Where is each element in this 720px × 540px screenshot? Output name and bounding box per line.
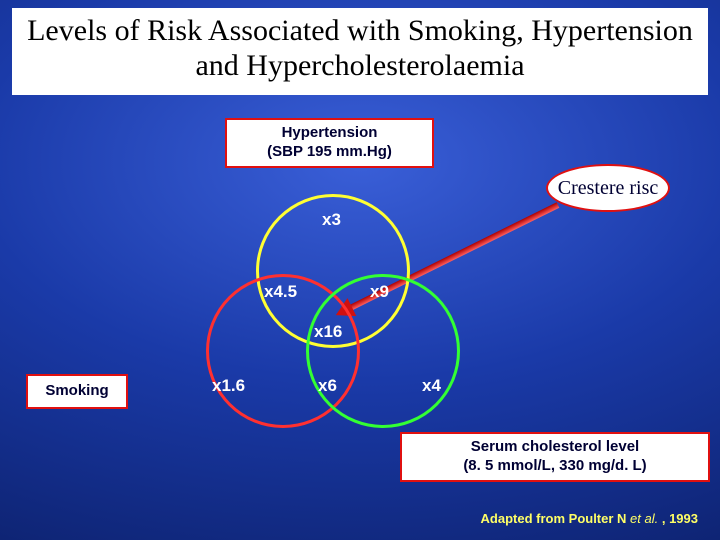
- tag-hypertension: Hypertension(SBP 195 mm.Hg): [225, 118, 434, 168]
- venn-diagram: x3 x1.6 x4 x4.5 x9 x6 x16: [210, 180, 510, 430]
- region-ht-smoking: x4.5: [264, 282, 297, 302]
- tag-cholesterol: Serum cholesterol level(8. 5 mmol/L, 330…: [400, 432, 710, 482]
- region-hypertension-only: x3: [322, 210, 341, 230]
- citation-italic: et al.: [630, 511, 658, 526]
- region-cholesterol-only: x4: [422, 376, 441, 396]
- region-ht-chol: x9: [370, 282, 389, 302]
- tag-crestere-risc: Crestere risc: [546, 164, 670, 212]
- tag-smoking-text: Smoking: [45, 382, 108, 399]
- tag-smoking: Smoking: [26, 374, 128, 409]
- citation-suffix: , 1993: [658, 511, 698, 526]
- citation-prefix: Adapted from Poulter N: [481, 511, 631, 526]
- tag-crestere-text: Crestere risc: [558, 176, 659, 201]
- tag-hypertension-text: Hypertension(SBP 195 mm.Hg): [267, 124, 392, 160]
- region-smoking-only: x1.6: [212, 376, 245, 396]
- slide-title: Levels of Risk Associated with Smoking, …: [12, 14, 708, 83]
- region-all-three: x16: [314, 322, 342, 342]
- slide-title-box: Levels of Risk Associated with Smoking, …: [12, 8, 708, 95]
- citation: Adapted from Poulter N et al. , 1993: [481, 511, 698, 526]
- region-smoking-chol: x6: [318, 376, 337, 396]
- tag-cholesterol-text: Serum cholesterol level(8. 5 mmol/L, 330…: [463, 438, 646, 474]
